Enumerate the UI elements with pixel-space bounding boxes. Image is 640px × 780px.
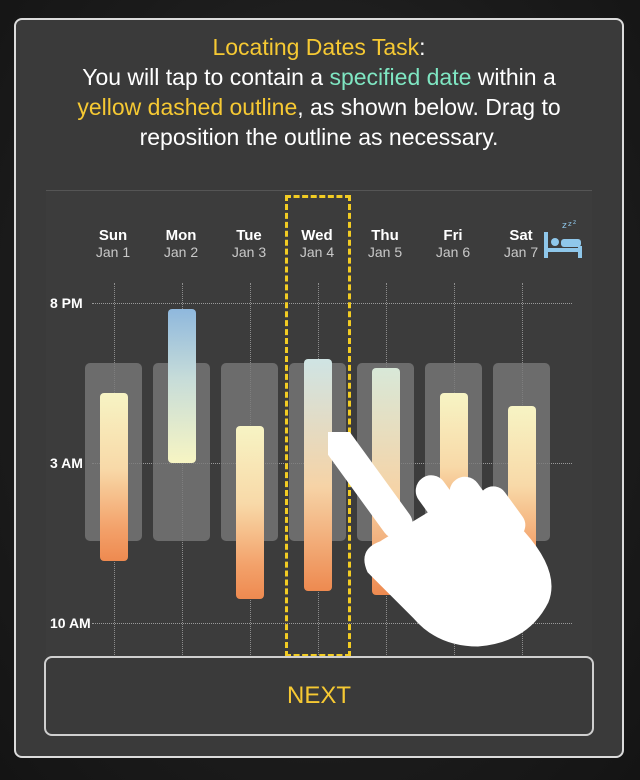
day-header: Fri Jan 6 [423, 227, 483, 261]
grid-line [92, 623, 572, 624]
instructions-title-line: Locating Dates Task: [16, 32, 622, 62]
day-date: Jan 7 [503, 244, 539, 260]
instructions-line-3: reposition the outline as necessary. [139, 124, 499, 150]
next-button[interactable]: NEXT [44, 656, 594, 736]
day-name: Sat [509, 227, 533, 244]
day-name: Sun [98, 227, 128, 244]
sleep-bar [304, 359, 332, 591]
sleep-bar [100, 393, 128, 561]
sleep-chart[interactable]: Sun Jan 1 Mon Jan 2 Tue Jan 3 Wed Jan 4 Thu J… [46, 190, 592, 661]
instructions-text: , as shown below. Drag to [297, 94, 561, 120]
instructions: Locating Dates Task: You will tap to con… [16, 32, 622, 152]
instructions-text: You will tap to contain a [82, 64, 330, 90]
svg-text:z: z [562, 221, 567, 231]
day-header: Tue Jan 3 [219, 227, 279, 261]
grid-line [92, 303, 572, 304]
task-card: Locating Dates Task: You will tap to con… [14, 18, 624, 758]
time-label: 8 PM [50, 295, 83, 311]
pointing-hand-icon [328, 432, 552, 647]
time-label: 3 AM [50, 455, 83, 471]
day-header: Mon Jan 2 [151, 227, 211, 261]
day-name: Tue [236, 227, 262, 244]
svg-text:z: z [568, 220, 572, 228]
sleep-bar [168, 309, 196, 463]
day-date: Jan 5 [367, 244, 403, 260]
date-selection-outline[interactable] [285, 195, 351, 657]
day-name: Wed [301, 227, 333, 244]
day-date: Jan 1 [95, 244, 131, 260]
day-name: Thu [371, 227, 399, 244]
day-header: Wed Jan 4 [287, 227, 347, 261]
day-header: Thu Jan 5 [355, 227, 415, 261]
day-date: Jan 6 [435, 244, 471, 260]
instructions-line-1: You will tap to contain a specified date… [16, 62, 622, 92]
instructions-text: within a [471, 64, 556, 90]
sleep-bed-icon: z z z [544, 219, 582, 258]
title-colon: : [419, 34, 426, 60]
instructions-title: Locating Dates Task [212, 34, 420, 60]
day-header: Sat Jan 7 [491, 227, 551, 261]
specified-date-highlight: specified date [329, 64, 472, 90]
day-date: Jan 3 [231, 244, 267, 260]
instructions-line-2: yellow dashed outline, as shown below. D… [16, 92, 622, 122]
time-label: 10 AM [50, 615, 91, 631]
day-date: Jan 2 [163, 244, 199, 260]
day-name: Mon [165, 227, 197, 244]
day-header: Sun Jan 1 [83, 227, 143, 261]
svg-text:z: z [573, 219, 576, 226]
yellow-outline-highlight: yellow dashed outline [77, 94, 298, 120]
sleep-bar [236, 426, 264, 599]
day-name: Fri [443, 227, 463, 244]
day-date: Jan 4 [299, 244, 335, 260]
